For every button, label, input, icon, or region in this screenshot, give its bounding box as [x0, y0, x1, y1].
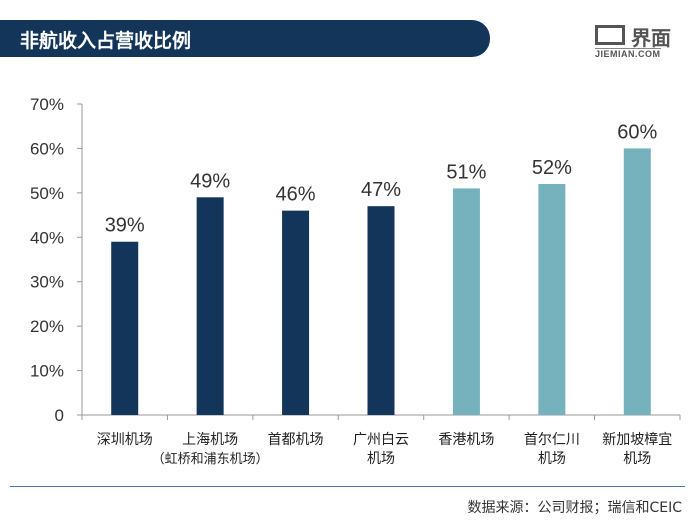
x-tick-label: 机场 — [623, 451, 651, 467]
bar — [452, 188, 480, 415]
source-note: 数据来源：公司财报；瑞信和CEIC — [467, 500, 682, 516]
y-tick-label: 70% — [30, 95, 64, 114]
jiemian-logo: 界面 JIEMIAN.COM — [595, 22, 685, 60]
bar — [367, 206, 395, 415]
logo-subtext: JIEMIAN.COM — [595, 48, 661, 59]
x-tick-label: 机场 — [538, 451, 566, 467]
title-banner — [0, 20, 490, 57]
data-label: 51% — [446, 161, 486, 183]
y-tick-label: 60% — [30, 139, 64, 158]
bar — [111, 241, 139, 415]
y-tick-label: 0 — [55, 406, 64, 425]
y-tick-label: 30% — [30, 273, 64, 292]
x-tick-label: 首尔仁川 — [524, 432, 580, 448]
bar — [623, 148, 651, 415]
data-label: 60% — [617, 121, 657, 143]
x-tick-label: （虹桥和浦东机场） — [152, 452, 269, 467]
x-tick-label: 深圳机场 — [97, 432, 153, 448]
data-label: 49% — [190, 170, 230, 192]
bar — [196, 197, 224, 415]
data-label: 46% — [276, 184, 316, 206]
y-tick-label: 10% — [30, 362, 64, 381]
y-tick-label: 20% — [30, 317, 64, 336]
data-label: 52% — [532, 157, 572, 179]
y-tick-label: 50% — [30, 184, 64, 203]
divider — [10, 486, 685, 487]
chart-title: 非航收入占营收比例 — [20, 30, 192, 52]
data-label: 39% — [105, 215, 145, 237]
logo-text: 界面 — [631, 26, 671, 50]
bar — [282, 210, 310, 415]
x-tick-label: 首都机场 — [268, 432, 324, 448]
x-tick-label: 广州白云 — [353, 432, 409, 448]
x-tick-label: 机场 — [367, 451, 395, 467]
logo-icon — [595, 25, 625, 45]
x-tick-label: 上海机场 — [182, 432, 238, 448]
x-tick-label: 新加坡樟宜 — [602, 431, 672, 448]
x-tick-label: 香港机场 — [438, 432, 494, 448]
data-label: 47% — [361, 179, 401, 201]
y-tick-label: 40% — [30, 228, 64, 247]
bar — [538, 183, 566, 415]
